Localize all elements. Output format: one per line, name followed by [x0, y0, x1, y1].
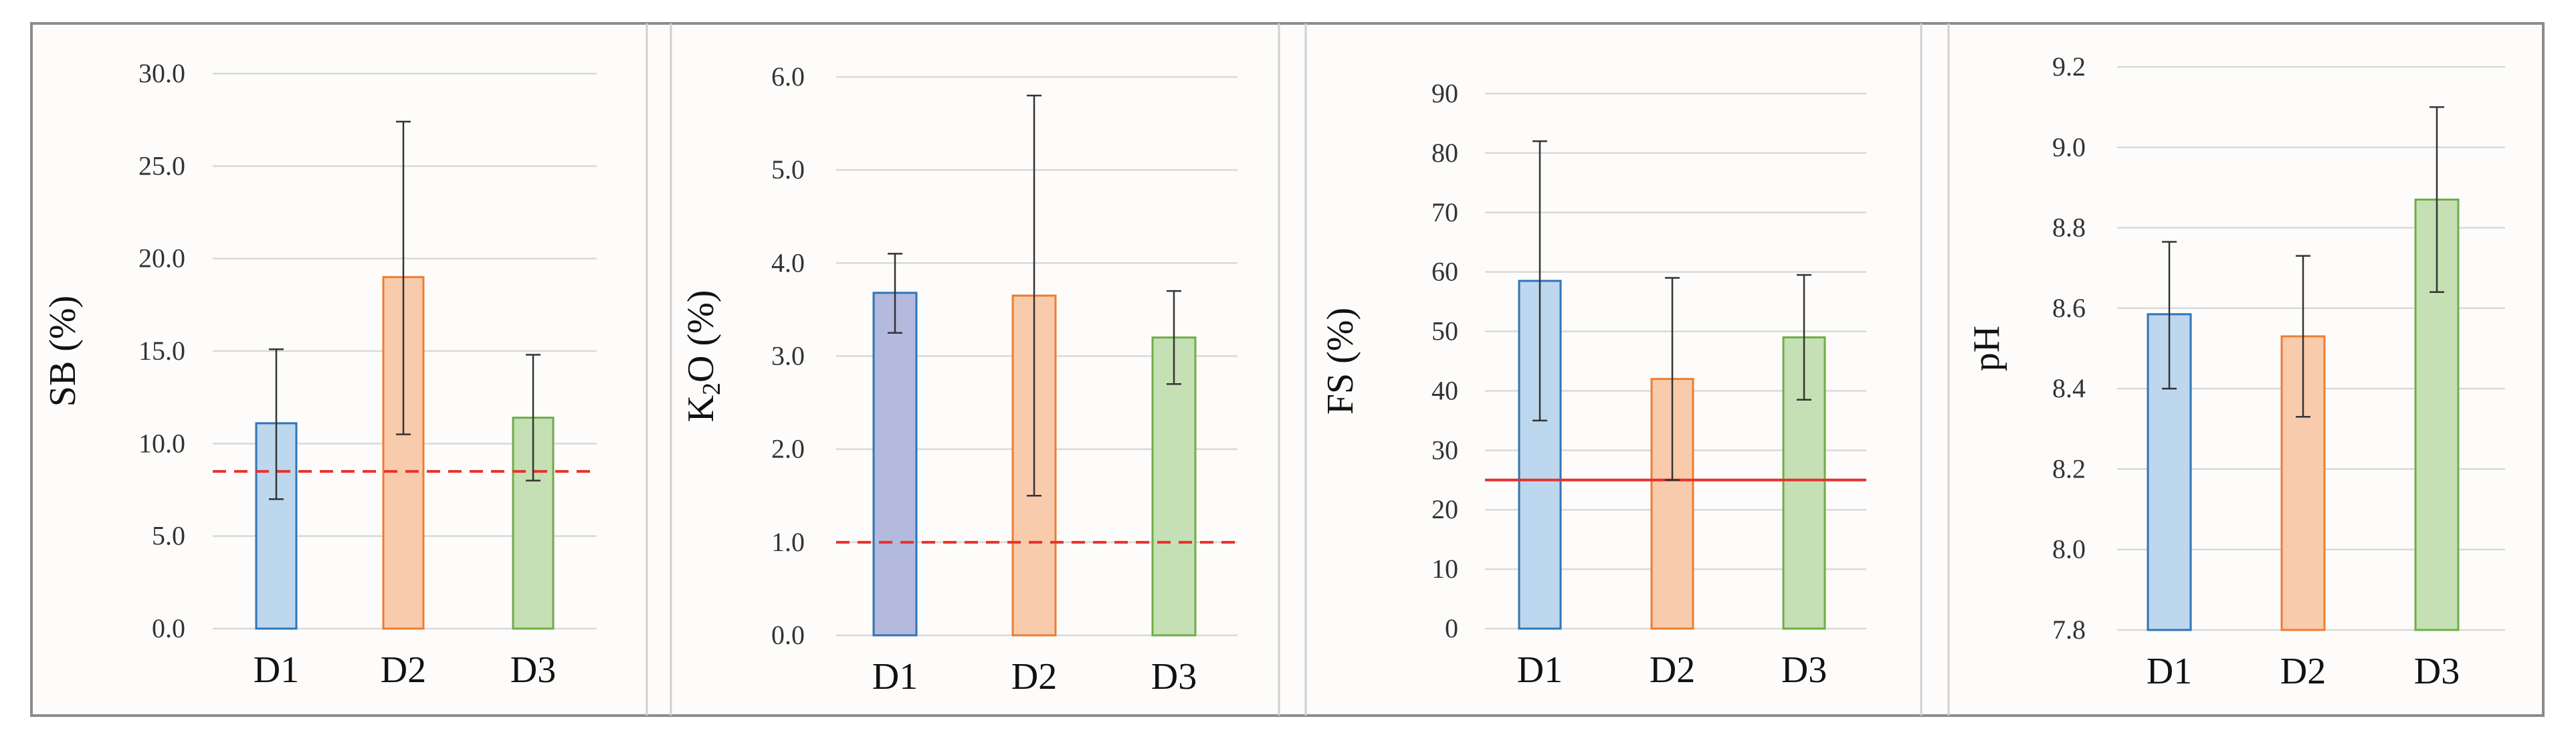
y-axis-label: FS (%): [1320, 308, 1361, 415]
y-tick-label: 0: [1445, 613, 1458, 643]
x-category-label: D1: [872, 656, 918, 698]
bar-d3: [1151, 336, 1197, 637]
x-category-label: D1: [254, 649, 299, 691]
y-tick-label: 3.0: [771, 341, 805, 371]
y-tick-label: 25.0: [138, 150, 185, 181]
y-tick-label: 8.4: [2052, 373, 2086, 403]
x-category-label: D3: [1151, 656, 1197, 698]
y-tick-label: 80: [1431, 138, 1458, 168]
chart-panel-2: 0.0 1.0 2.0 3.0 4.0 5.0 6.0 D1 D2 D3 K2O (%): [680, 62, 1237, 698]
y-tick-label: 60: [1431, 257, 1458, 287]
y-axis-label: pH: [1966, 326, 2007, 371]
chart-panel-4: 7.8 8.0 8.2 8.4 8.6 8.8 9.0 9.2 D1 D2 D3 pH: [1966, 51, 2505, 692]
y-axis-label-rest: O (%): [680, 290, 722, 383]
x-category-label: D2: [1650, 649, 1695, 691]
x-category-label: D3: [2414, 651, 2460, 692]
y-tick-label: 20: [1431, 494, 1458, 524]
chart-panel-1: 0.0 5.0 10.0 15.0 20.0 25.0 30.0 D1 D2 D3 SB (%): [42, 58, 597, 691]
x-category-label: D2: [381, 649, 426, 691]
x-category-label: D1: [2147, 651, 2192, 692]
y-tick-label: 30: [1431, 435, 1458, 465]
y-tick-label: 70: [1431, 197, 1458, 227]
y-tick-label: 8.2: [2052, 453, 2086, 484]
x-category-label: D3: [1781, 649, 1827, 691]
x-category-label: D2: [1011, 656, 1057, 698]
y-tick-label: 5.0: [152, 521, 185, 551]
y-tick-label: 0.0: [152, 613, 185, 643]
y-axis-label-subscript: 2: [698, 383, 726, 395]
y-tick-label: 9.2: [2052, 51, 2086, 82]
y-axis-label: SB (%): [42, 296, 84, 407]
y-tick-label: 15.0: [138, 336, 185, 366]
y-tick-label: 10: [1431, 554, 1458, 584]
bar-d1: [1518, 280, 1562, 630]
y-tick-label: 20.0: [138, 243, 185, 274]
x-category-label: D3: [510, 649, 556, 691]
x-category-label: D2: [2280, 651, 2326, 692]
bar-d3: [2414, 198, 2460, 631]
y-tick-label: 9.0: [2052, 132, 2086, 162]
y-tick-label: 4.0: [771, 247, 805, 278]
y-tick-label: 90: [1431, 78, 1458, 108]
y-tick-label: 30.0: [138, 58, 185, 88]
chart-panel-3: 0 10 20 30 40 50 60 70 80 90 D1 D2 D3 FS (%): [1320, 78, 1866, 691]
y-tick-label: 8.6: [2052, 293, 2086, 323]
y-tick-label: 40: [1431, 375, 1458, 405]
y-tick-label: 8.0: [2052, 534, 2086, 564]
y-tick-label: 50: [1431, 316, 1458, 346]
y-axis-label-main: K: [680, 395, 722, 422]
y-tick-label: 2.0: [771, 434, 805, 464]
y-tick-label: 0.0: [771, 620, 805, 650]
y-tick-label: 1.0: [771, 527, 805, 557]
bar-d1: [872, 292, 918, 637]
y-tick-label: 10.0: [138, 428, 185, 458]
y-tick-label: 5.0: [771, 154, 805, 185]
y-axis-label: K2O (%): [680, 290, 726, 423]
y-tick-label: 8.8: [2052, 213, 2086, 243]
x-category-label: D1: [1517, 649, 1563, 691]
figure-frame: [30, 22, 2545, 717]
y-tick-label: 7.8: [2052, 615, 2086, 645]
y-tick-label: 6.0: [771, 62, 805, 92]
